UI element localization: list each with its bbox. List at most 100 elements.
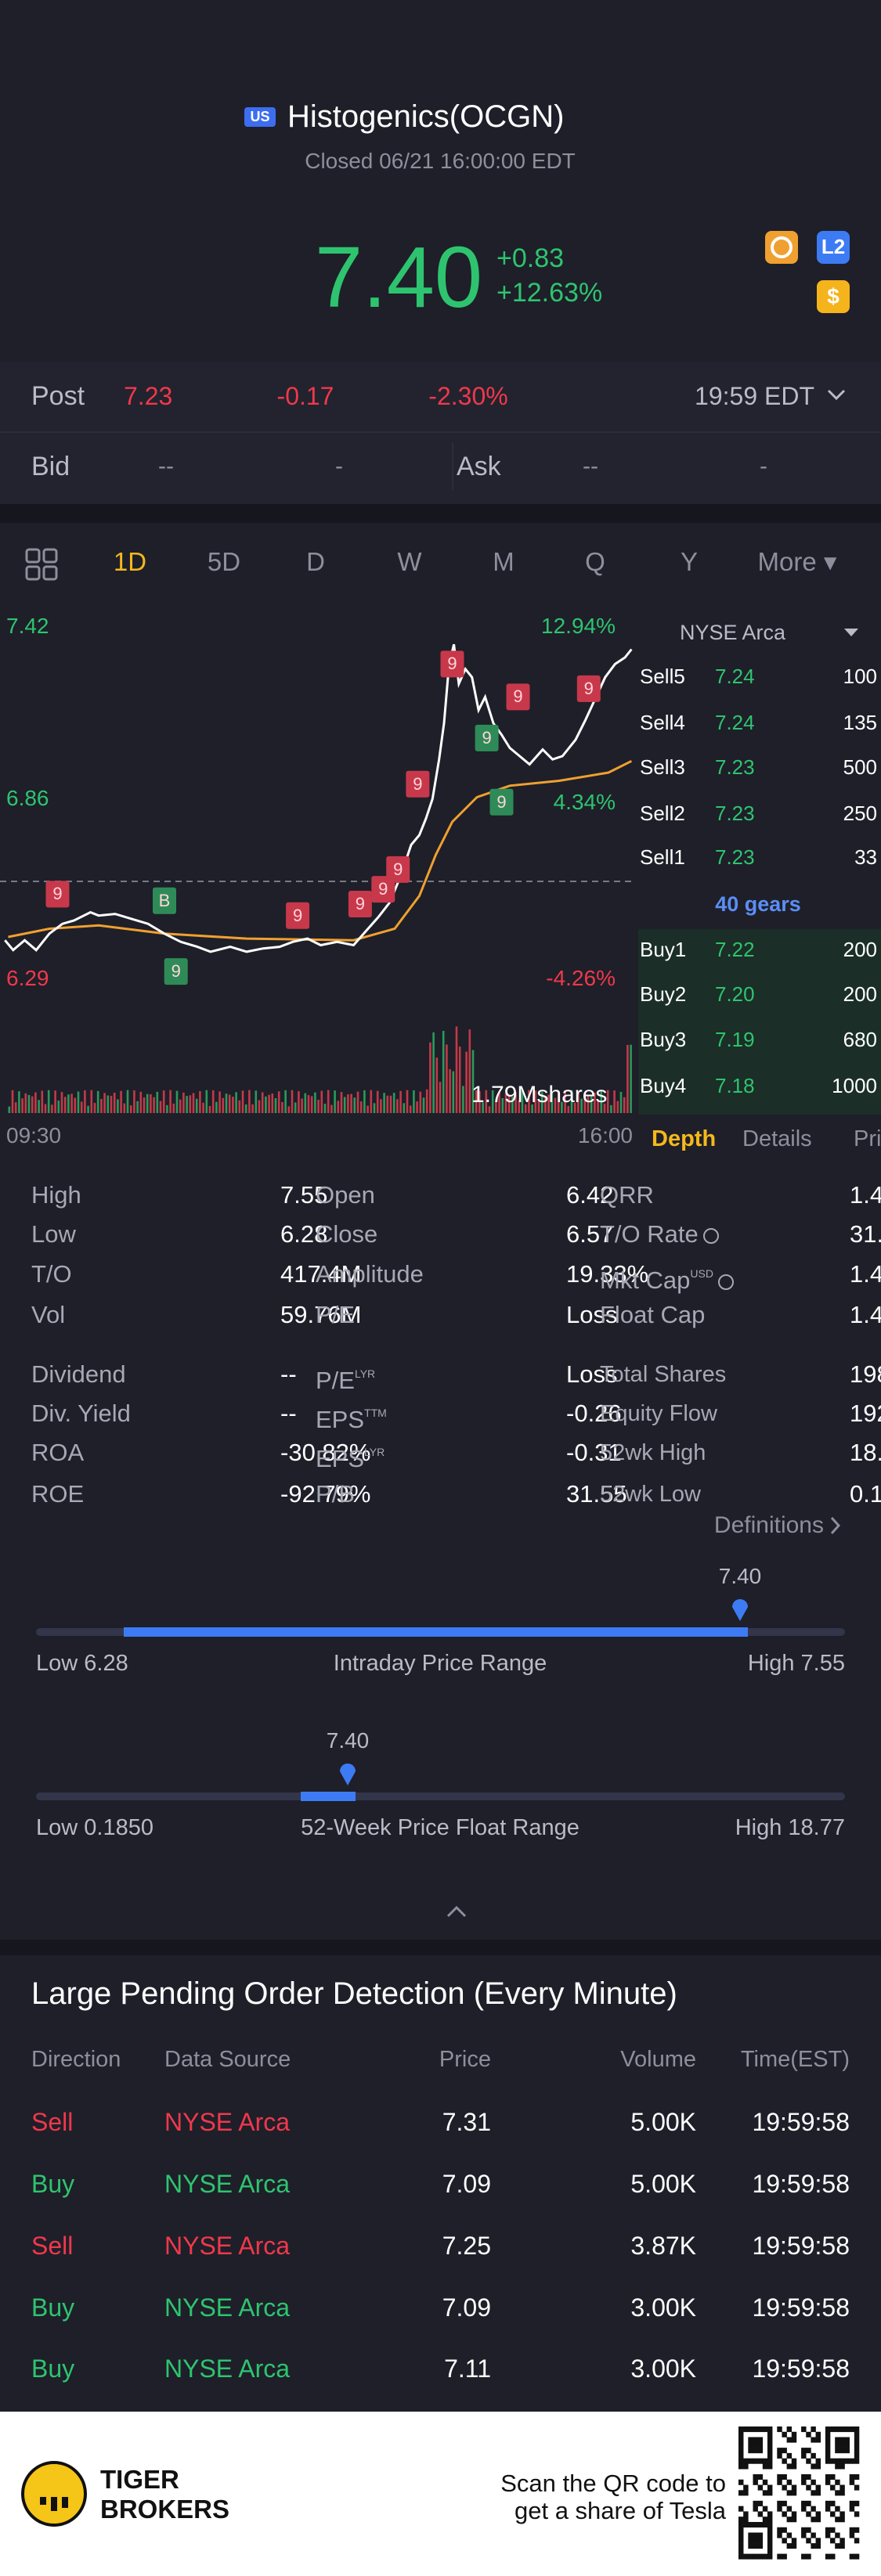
qr-module	[782, 2484, 787, 2491]
volume-bar	[301, 1098, 303, 1113]
book-tab[interactable]: Details	[742, 1126, 812, 1151]
range-title: Intraday Price Range	[333, 1650, 547, 1676]
book-price: 7.24	[715, 665, 755, 689]
volume-bar	[93, 1103, 96, 1113]
period-tab[interactable]: Q	[585, 547, 605, 577]
qr-module	[743, 2484, 749, 2491]
period-tab[interactable]: 5D	[207, 547, 241, 577]
book-tab[interactable]: Depth	[652, 1126, 717, 1151]
qr-module	[762, 2458, 768, 2464]
stat-label: High	[31, 1180, 81, 1209]
qr-module	[811, 2543, 816, 2549]
chevron	[827, 389, 846, 401]
qr-module	[767, 2431, 773, 2437]
volume-bar	[31, 1096, 34, 1113]
qr-module	[767, 2442, 773, 2448]
order-cell: 5.00K	[630, 2107, 696, 2136]
stat-label-text: High	[31, 1181, 81, 1209]
qr-module	[830, 2473, 836, 2481]
book-price: 7.23	[715, 845, 755, 870]
stat-value: 1.47	[850, 1181, 881, 1209]
volume-bar	[307, 1095, 310, 1113]
qr-module	[835, 2426, 840, 2433]
order-cell: Buy	[31, 2169, 75, 2198]
qr-module	[791, 2463, 797, 2470]
stat-value: 59.76M	[280, 1301, 362, 1329]
range-fill	[124, 1627, 748, 1637]
qr-module	[806, 2484, 811, 2491]
period-tab[interactable]: M	[493, 547, 515, 577]
volume-bar	[189, 1095, 192, 1113]
volume-bar	[449, 1068, 451, 1113]
volume-bar	[383, 1093, 385, 1113]
qr-module	[854, 2458, 860, 2464]
volume-bar	[392, 1093, 395, 1113]
volume-bar	[136, 1101, 139, 1113]
dollar-icon[interactable]: $	[827, 284, 839, 309]
volume-bar	[340, 1092, 343, 1113]
qr-module	[839, 2517, 845, 2523]
definitions-link[interactable]: Definitions	[713, 1512, 824, 1538]
period-tab[interactable]: 1D	[113, 547, 147, 577]
qr-module	[839, 2442, 845, 2448]
volume-bar	[235, 1092, 237, 1113]
period-tab[interactable]: More ▾	[757, 547, 837, 577]
qr-module	[786, 2463, 793, 2470]
qr-module	[835, 2448, 840, 2454]
volume-bar	[603, 1103, 606, 1113]
book-size: 100	[843, 665, 877, 689]
level2-icon[interactable]: L2	[821, 235, 846, 259]
range-title: 52-Week Price Float Range	[301, 1814, 580, 1840]
volume-bar	[350, 1093, 352, 1113]
stat-label-text: QRR	[600, 1181, 654, 1209]
period-tab[interactable]: W	[397, 547, 422, 577]
period-tab[interactable]: Y	[680, 547, 698, 577]
qr-module	[762, 2506, 768, 2512]
book-price: 7.22	[715, 938, 755, 962]
volume-bar	[353, 1097, 356, 1113]
order-cell: Sell	[31, 2231, 74, 2260]
qr-module	[757, 2532, 764, 2538]
volume-bar	[117, 1099, 119, 1113]
stat-value: 0.1850	[850, 1480, 881, 1508]
book-size: 250	[843, 802, 877, 826]
volume-bar	[573, 1102, 576, 1113]
book-exchange[interactable]: NYSE Arca	[680, 620, 786, 644]
book-gears[interactable]: 40 gears	[715, 892, 801, 916]
qr-module	[849, 2527, 855, 2533]
qr-module	[811, 2452, 816, 2459]
qr-module	[782, 2448, 787, 2454]
qr-module	[835, 2543, 840, 2549]
chevron	[830, 1516, 841, 1535]
volume-bar	[255, 1090, 258, 1113]
qr-module	[825, 2506, 831, 2512]
volume-bar	[18, 1091, 20, 1113]
post-time[interactable]: 19:59 EDT	[695, 381, 814, 410]
brand-logo	[21, 2461, 87, 2527]
volume-bar	[416, 1101, 418, 1113]
period-tab[interactable]: D	[306, 547, 325, 577]
brand-name: BROKERS	[100, 2495, 230, 2524]
qr-module	[806, 2431, 811, 2437]
volume-bar	[133, 1090, 135, 1113]
qr-module	[830, 2527, 836, 2533]
order-cell: NYSE Arca	[164, 2231, 291, 2260]
volume-bar	[327, 1090, 330, 1113]
info-icon[interactable]	[717, 1274, 734, 1291]
book-price: 7.23	[715, 755, 755, 780]
stat-label-text: EPS	[316, 1406, 365, 1434]
chart-volume: 1.79Mshares	[471, 1082, 608, 1108]
info-icon[interactable]	[702, 1228, 719, 1245]
book-tab[interactable]: Pric	[854, 1126, 881, 1151]
qr-module	[748, 2521, 753, 2528]
qr-module	[743, 2517, 749, 2523]
volume-bar	[153, 1097, 155, 1113]
stat-value: -0.31	[566, 1439, 622, 1467]
volume-bar	[291, 1090, 294, 1113]
volume-bar	[232, 1097, 234, 1113]
volume-bar	[8, 1106, 11, 1113]
qr-module	[738, 2517, 744, 2523]
qr-module	[757, 2442, 764, 2448]
qr-module	[786, 2490, 793, 2496]
